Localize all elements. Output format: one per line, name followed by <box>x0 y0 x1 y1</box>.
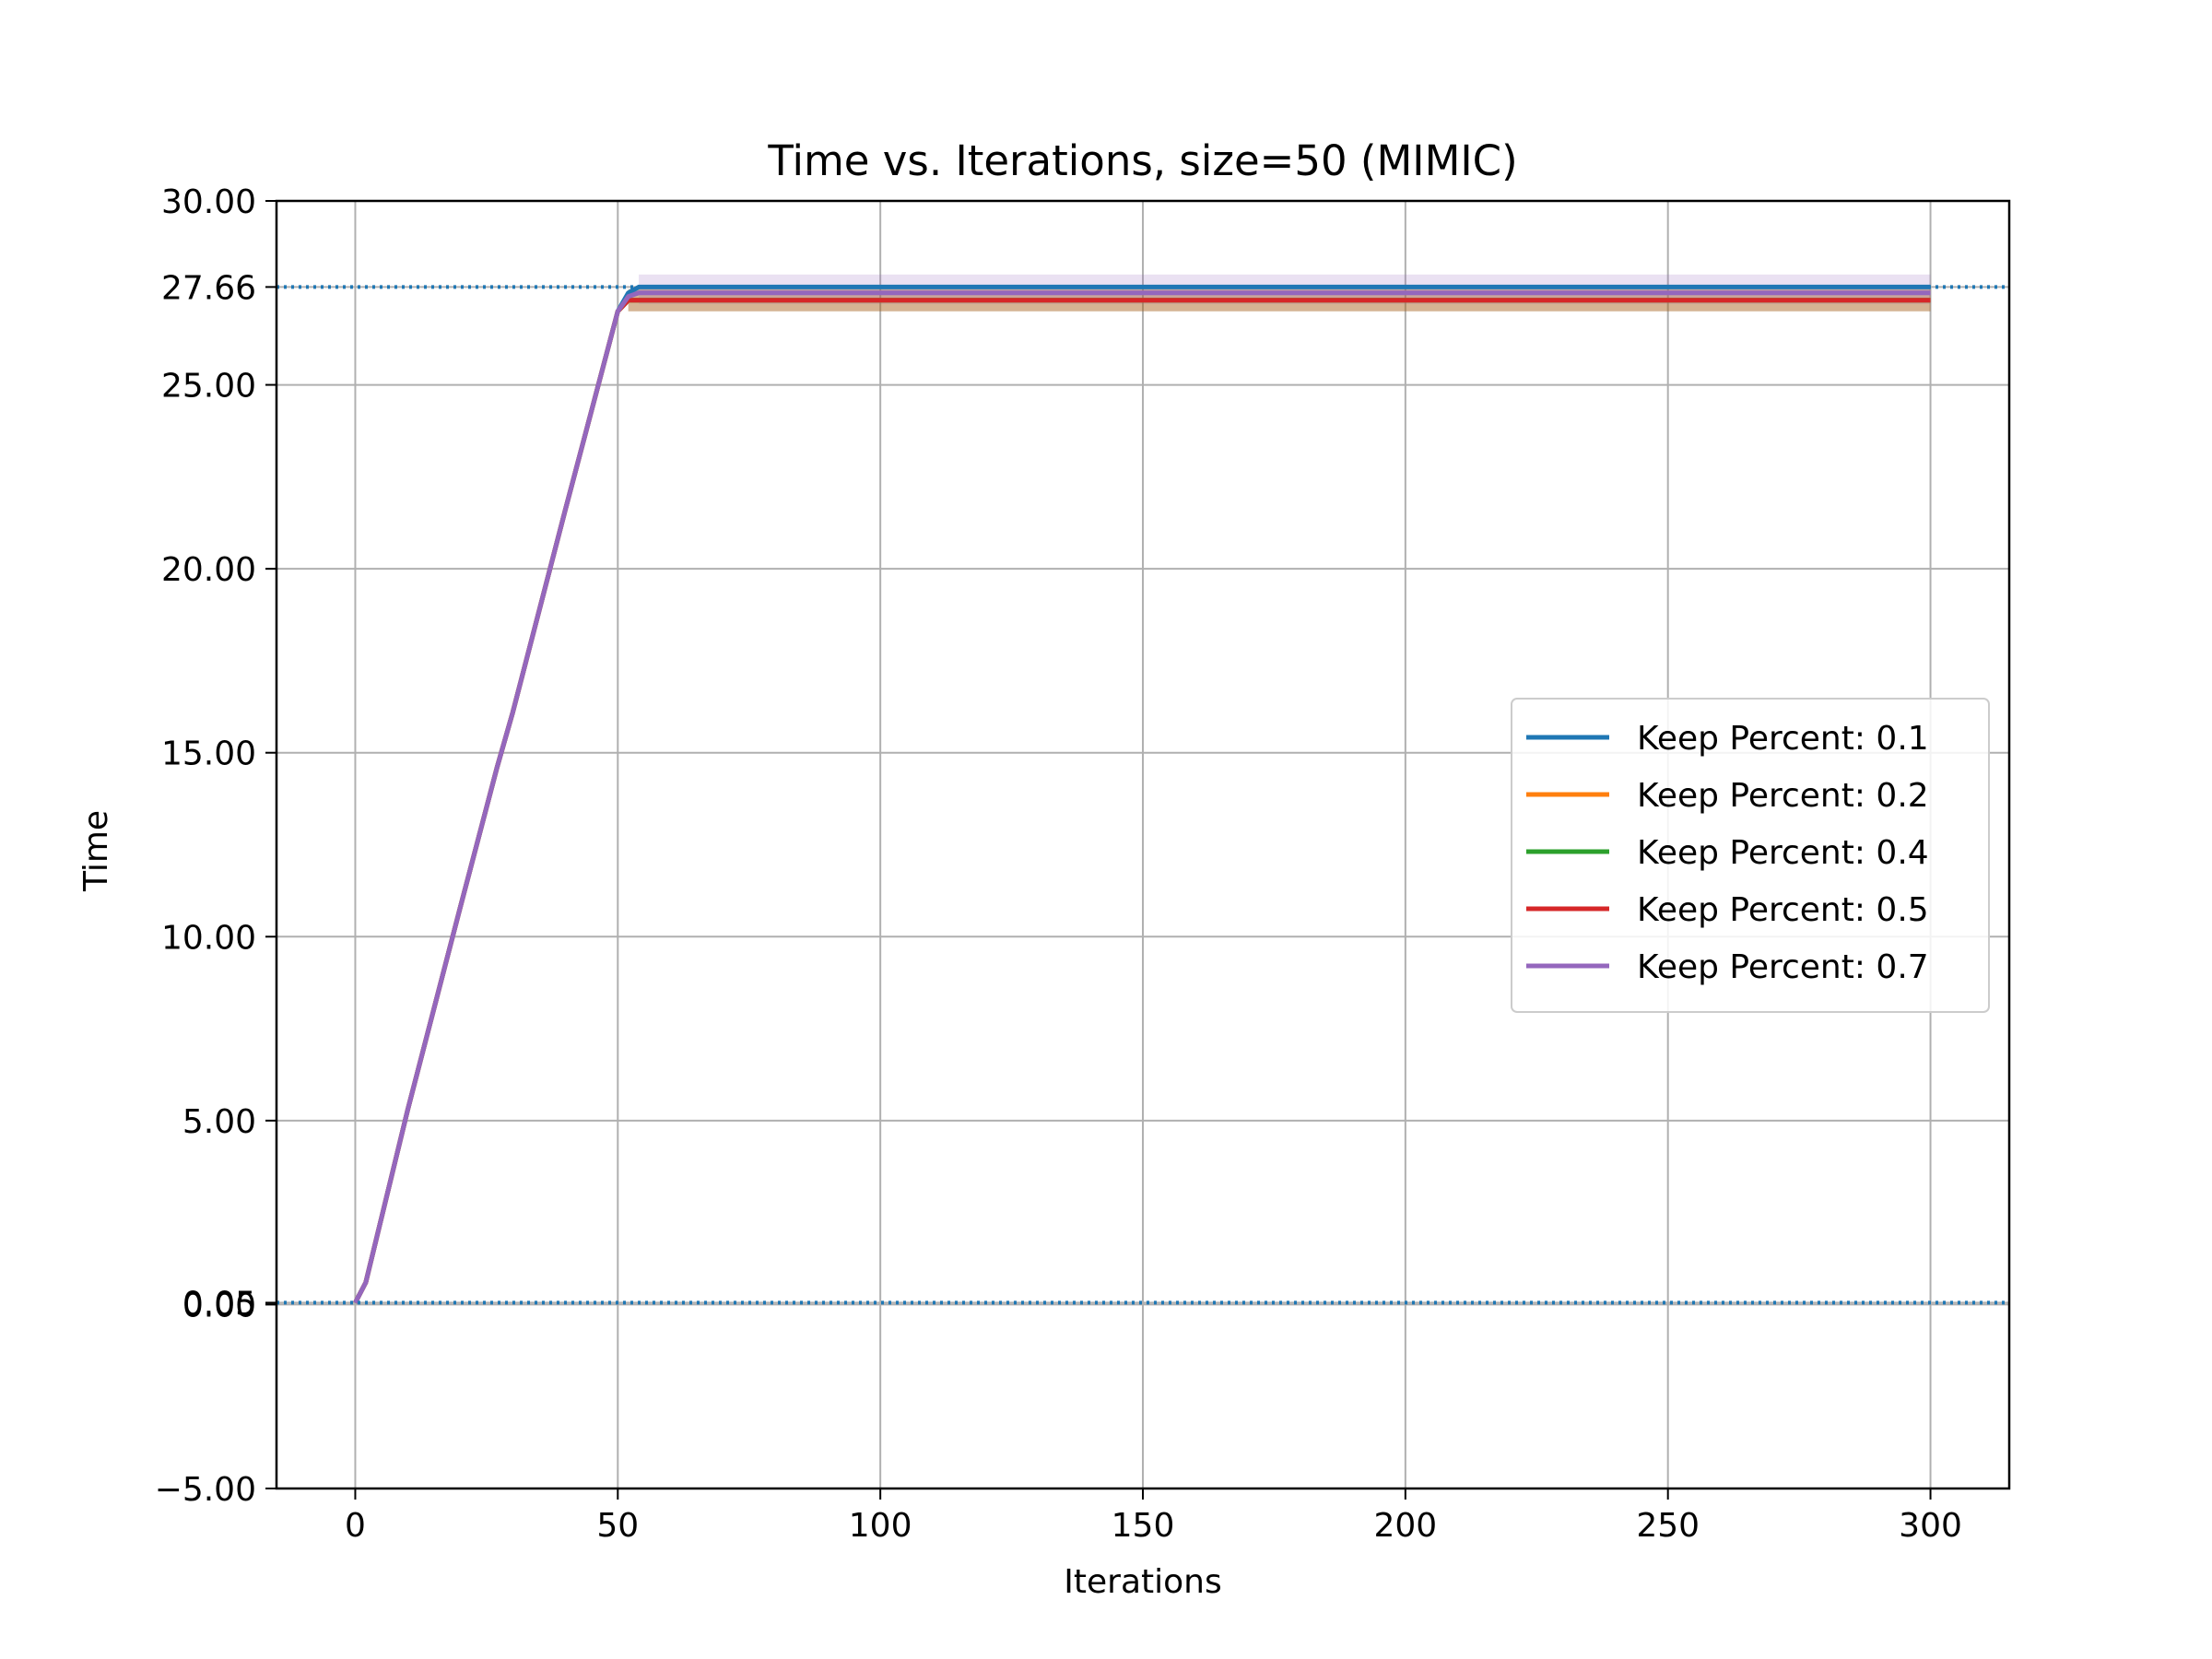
legend: Keep Percent: 0.1 Keep Percent: 0.2 Keep P… <box>1511 698 1990 1013</box>
legend-label: Keep Percent: 0.7 <box>1637 948 1929 986</box>
y-tick-label: 25.00 <box>161 368 256 406</box>
chart-title: Time vs. Iterations, size=50 (MIMIC) <box>767 136 1517 185</box>
x-tick-label: 300 <box>1899 1507 1962 1545</box>
y-tick-label: 27.66 <box>161 269 256 307</box>
legend-label: Keep Percent: 0.2 <box>1637 777 1929 815</box>
y-tick-label: 0.00 <box>182 1287 256 1324</box>
series-line <box>353 290 1931 1304</box>
x-tick-label: 0 <box>345 1507 366 1545</box>
x-tick-label: 150 <box>1112 1507 1175 1545</box>
x-axis-label: Iterations <box>1064 1563 1221 1601</box>
reference-lines <box>276 285 2009 1305</box>
y-tick-label: 30.00 <box>161 183 256 221</box>
series-lines <box>353 284 1931 1304</box>
x-tick-label: 50 <box>596 1507 639 1545</box>
y-tick-label: 10.00 <box>161 919 256 957</box>
x-tick-label: 250 <box>1636 1507 1700 1545</box>
y-tick-label: 5.00 <box>182 1103 256 1141</box>
legend-label: Keep Percent: 0.4 <box>1637 834 1929 872</box>
legend-label: Keep Percent: 0.1 <box>1637 720 1929 758</box>
y-tick-label: −5.00 <box>155 1471 256 1509</box>
y-tick-label: 15.00 <box>161 735 256 773</box>
x-tick-label: 100 <box>849 1507 912 1545</box>
y-axis-label: Time <box>77 810 115 892</box>
y-tick-label: 0.05 <box>182 1285 256 1323</box>
x-tick-label: 200 <box>1373 1507 1437 1545</box>
y-tick-label: 20.00 <box>161 551 256 589</box>
x-axis-ticks: 0 50 100 150 200 250 300 <box>345 1488 1962 1545</box>
y-axis-ticks: −5.00 0.000.05 5.00 10.00 15.00 20.00 25.00 27.… <box>155 183 276 1509</box>
legend-label: Keep Percent: 0.5 <box>1637 891 1929 929</box>
legend-box <box>1511 698 1990 1013</box>
